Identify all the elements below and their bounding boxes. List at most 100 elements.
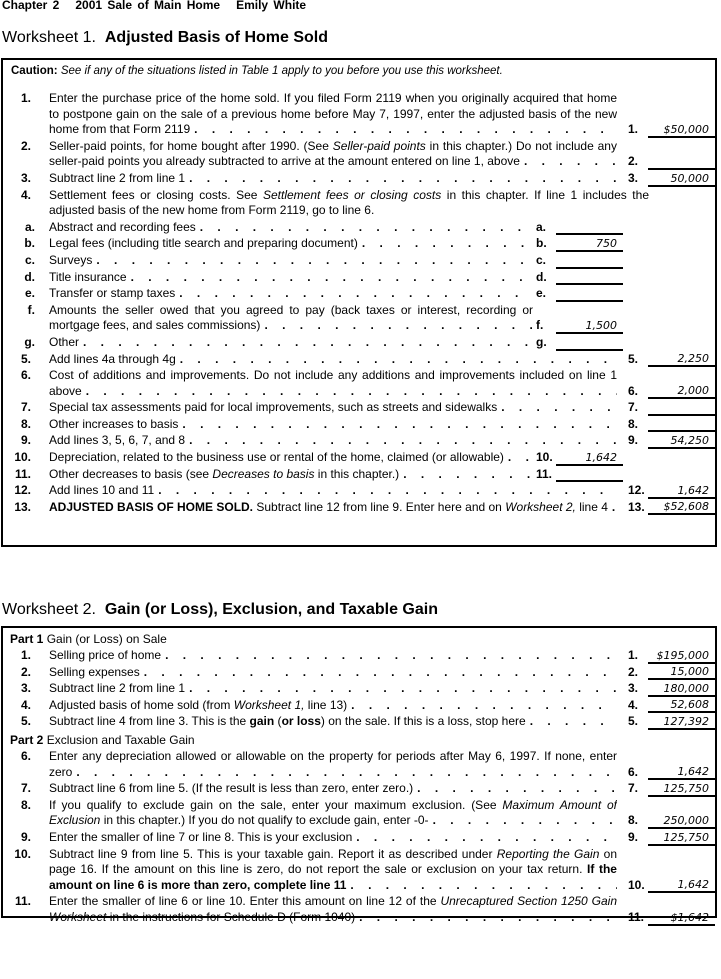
amount-field[interactable] [556, 287, 623, 302]
line-number: 7. [20, 781, 31, 796]
line-text: Enter the smaller of line 6 or line 10. … [49, 894, 441, 909]
amount-field[interactable]: 54,250 [648, 434, 715, 450]
amount-field[interactable]: $52,608 [648, 500, 715, 516]
amount-field[interactable]: 1,500 [556, 319, 623, 334]
part1-heading: Part 1 Gain (or Loss) on Sale [3, 632, 715, 647]
amount-field[interactable]: 52,608 [648, 698, 715, 714]
line-text: Other increases to basis [49, 416, 179, 431]
worksheet2-title: Worksheet 2. Gain (or Loss), Exclusion, … [2, 601, 438, 619]
line-text: Reporting the Gain [496, 846, 600, 861]
line-number: a. [24, 219, 35, 234]
amount-line-label: 5. [628, 351, 639, 366]
form-line: 10. Depreciation, related to the business… [3, 450, 715, 466]
amount-field[interactable] [556, 336, 623, 351]
amount-field[interactable]: 1,642 [648, 765, 715, 781]
amount-field[interactable] [556, 467, 623, 483]
amount-field[interactable]: $1,642 [648, 911, 715, 926]
line-instructions: Add lines 10 and 11 [49, 483, 617, 499]
form-line: 5. Add lines 4a through 4g 5. 2,250 [3, 352, 715, 368]
line-number: 11. [14, 894, 31, 909]
line-number: f. [27, 302, 35, 317]
amount-line-label: 11. [628, 909, 645, 924]
amount-entry: 1. $195,000 [628, 648, 715, 664]
line-text: ( [274, 714, 282, 729]
line-instructions: If you qualify to exclude gain on the sa… [49, 798, 617, 829]
amount-field[interactable] [556, 270, 623, 286]
amount-line-label: 3. [628, 170, 639, 185]
amount-entry: 9. 125,750 [628, 830, 715, 846]
line-number: 13. [14, 499, 31, 514]
amount-line-label: 7. [628, 781, 639, 796]
line-text: Subtract line 2 from line 1 [49, 681, 186, 696]
amount-line-label: 9. [628, 433, 639, 448]
line-number: 8. [20, 416, 31, 431]
line-text: Decreases to basis [212, 466, 315, 481]
form-line: 10. Subtract line 9 from line 5. This is … [3, 847, 715, 894]
amount-entry: g. [536, 335, 623, 351]
line-number: 12. [14, 483, 31, 498]
line-number: 11. [14, 466, 31, 481]
line-number: d. [24, 269, 35, 284]
amount-entry: 2. [628, 154, 715, 170]
line-text: line 4 [575, 499, 608, 514]
line-text: Abstract and recording fees [49, 219, 196, 234]
amount-entry: 3. 50,000 [628, 171, 715, 187]
amount-field[interactable]: $195,000 [648, 649, 715, 664]
form-line: 6. Enter any depreciation allowed or allo… [3, 749, 715, 781]
line-number: 9. [20, 829, 31, 844]
amount-entry: 2. 15,000 [628, 665, 715, 681]
line-text: Surveys [49, 252, 93, 267]
line-number: 5. [20, 714, 31, 729]
amount-field[interactable]: 750 [556, 237, 623, 252]
line-instructions: Selling expenses [49, 665, 617, 681]
line-text: in this chapter.) Do not include any sel… [49, 138, 617, 169]
amount-entry: 13. $52,608 [628, 500, 715, 516]
amount-field[interactable]: 15,000 [648, 665, 715, 681]
worksheet1-title: Worksheet 1. Adjusted Basis of Home Sold [2, 29, 328, 47]
amount-field[interactable]: 2,000 [648, 384, 715, 400]
worksheet1-title-prefix: Worksheet 1. [2, 29, 96, 46]
amount-field[interactable] [556, 254, 623, 269]
amount-field[interactable]: 1,642 [648, 878, 715, 894]
line-number: 10. [14, 450, 31, 465]
amount-field[interactable]: 1,642 [648, 484, 715, 499]
part2-title: Exclusion and Taxable Gain [46, 732, 195, 747]
amount-field[interactable]: 180,000 [648, 682, 715, 697]
amount-field[interactable]: 250,000 [648, 814, 715, 829]
amount-entry: a. [536, 220, 623, 236]
line-instructions: Surveys [49, 253, 533, 269]
line-instructions: Seller-paid points, for home bought afte… [49, 139, 617, 170]
amount-line-label: 3. [628, 681, 639, 696]
form-line: d. Title insurance d. [3, 270, 715, 286]
line-number: 2. [20, 138, 31, 153]
amount-entry: 11. [536, 467, 623, 483]
line-number: 1. [20, 91, 31, 105]
line-instructions: Subtract line 2 from line 1 [49, 171, 617, 187]
amount-field[interactable]: 2,250 [648, 352, 715, 368]
amount-field[interactable] [648, 417, 715, 433]
amount-field[interactable]: 50,000 [648, 172, 715, 187]
form-line: 2. Seller-paid points, for home bought af… [3, 139, 715, 170]
amount-entry: 8. 250,000 [628, 813, 715, 829]
amount-field[interactable] [648, 401, 715, 416]
amount-line-label: 5. [628, 714, 639, 729]
form-line: 9. Enter the smaller of line 7 or line 8.… [3, 830, 715, 846]
form-line: e. Transfer or stamp taxes e. [3, 286, 715, 302]
form-line: 9. Add lines 3, 5, 6, 7, and 8 9. 54,250 [3, 433, 715, 450]
amount-field[interactable]: 125,750 [648, 782, 715, 797]
line-instructions: Selling price of home [49, 648, 617, 664]
amount-field[interactable] [648, 155, 715, 170]
amount-field[interactable]: 127,392 [648, 715, 715, 730]
amount-field[interactable] [556, 220, 623, 236]
amount-field[interactable]: $50,000 [648, 123, 715, 138]
line-number: c. [24, 252, 35, 267]
amount-field[interactable]: 125,750 [648, 831, 715, 846]
caution-label: Caution: [11, 65, 58, 77]
line-number: 5. [20, 351, 31, 366]
form-line: 12. Add lines 10 and 11 12. 1,642 [3, 483, 715, 499]
line-text: Subtract line 12 from line 9. Enter here… [253, 499, 506, 514]
line-instructions: Subtract line 2 from line 1 [49, 681, 617, 697]
amount-line-label: b. [536, 236, 547, 251]
amount-field[interactable]: 1,642 [556, 451, 623, 466]
form-line: 1. Selling price of home 1. $195,000 [3, 648, 715, 664]
